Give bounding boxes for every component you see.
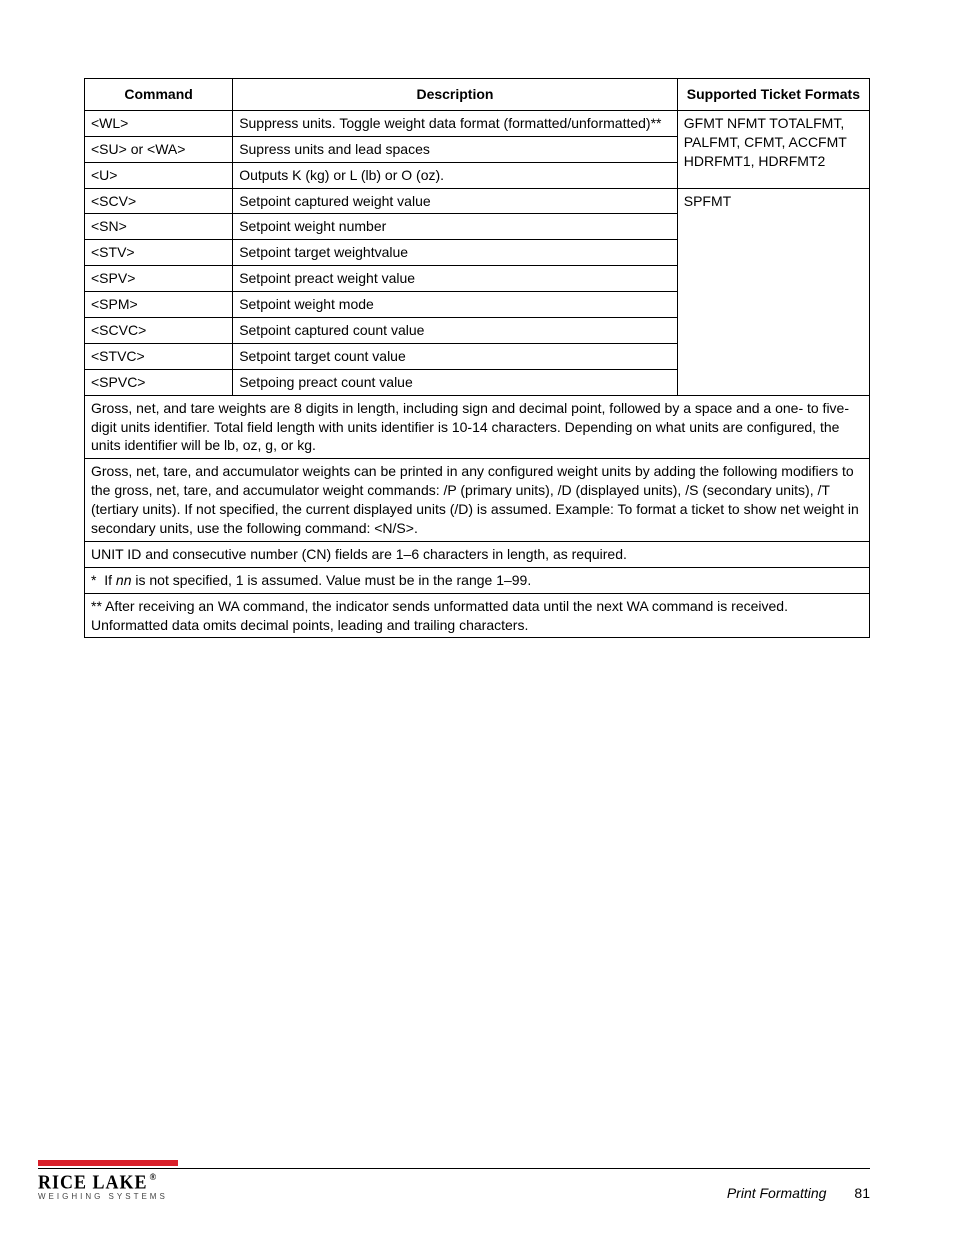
brand-logo: RICE LAKE® WEIGHING SYSTEMS (38, 1173, 168, 1201)
header-description: Description (233, 79, 678, 111)
cell-command: <WL> (85, 110, 233, 136)
cell-description: Supress units and lead spaces (233, 136, 678, 162)
cell-description: Setpoint captured count value (233, 318, 678, 344)
page-footer: RICE LAKE® WEIGHING SYSTEMS Print Format… (38, 1168, 870, 1201)
cell-command: <SPV> (85, 266, 233, 292)
table-note-row: Gross, net, tare, and accumulator weight… (85, 459, 870, 542)
cell-description: Setpoint preact weight value (233, 266, 678, 292)
cell-description: Setpoint target count value (233, 343, 678, 369)
note-cell: UNIT ID and consecutive number (CN) fiel… (85, 541, 870, 567)
cell-description: Setpoing preact count value (233, 369, 678, 395)
cell-command: <SN> (85, 214, 233, 240)
page-label: Print Formatting 81 (727, 1185, 870, 1201)
cell-command: <SCV> (85, 188, 233, 214)
cell-description: Setpoint weight mode (233, 292, 678, 318)
note-cell: ** After receiving an WA command, the in… (85, 593, 870, 638)
brand-bar (38, 1160, 178, 1166)
cell-command: <STVC> (85, 343, 233, 369)
brand-name: RICE LAKE (38, 1171, 148, 1193)
header-command: Command (85, 79, 233, 111)
cell-description: Setpoint target weightvalue (233, 240, 678, 266)
cell-description: Setpoint captured weight value (233, 188, 678, 214)
table-note-row: Gross, net, and tare weights are 8 digit… (85, 395, 870, 459)
cell-command: <U> (85, 162, 233, 188)
cell-command: <SPVC> (85, 369, 233, 395)
cell-description: Suppress units. Toggle weight data forma… (233, 110, 678, 136)
header-formats: Supported Ticket Formats (677, 79, 869, 111)
section-title: Print Formatting (727, 1185, 827, 1201)
page-number: 81 (854, 1185, 870, 1201)
note-cell: Gross, net, tare, and accumulator weight… (85, 459, 870, 542)
table-note-row: ** After receiving an WA command, the in… (85, 593, 870, 638)
command-table: Command Description Supported Ticket For… (84, 78, 870, 638)
footer-divider (38, 1168, 870, 1169)
note-cell: Gross, net, and tare weights are 8 digit… (85, 395, 870, 459)
cell-command: <STV> (85, 240, 233, 266)
table-note-row: * If nn is not specified, 1 is assumed. … (85, 567, 870, 593)
table-row: <WL> Suppress units. Toggle weight data … (85, 110, 870, 136)
cell-format-group1: GFMT NFMT TOTALFMT, PALFMT, CFMT, ACCFMT… (677, 110, 869, 188)
cell-command: <SU> or <WA> (85, 136, 233, 162)
cell-description: Setpoint weight number (233, 214, 678, 240)
note-cell: * If nn is not specified, 1 is assumed. … (85, 567, 870, 593)
cell-command: <SCVC> (85, 318, 233, 344)
table-note-row: UNIT ID and consecutive number (CN) fiel… (85, 541, 870, 567)
brand-subtitle: WEIGHING SYSTEMS (38, 1193, 168, 1201)
table-row: <SCV> Setpoint captured weight value SPF… (85, 188, 870, 214)
cell-format-group2: SPFMT (677, 188, 869, 395)
cell-command: <SPM> (85, 292, 233, 318)
cell-description: Outputs K (kg) or L (lb) or O (oz). (233, 162, 678, 188)
table-header-row: Command Description Supported Ticket For… (85, 79, 870, 111)
